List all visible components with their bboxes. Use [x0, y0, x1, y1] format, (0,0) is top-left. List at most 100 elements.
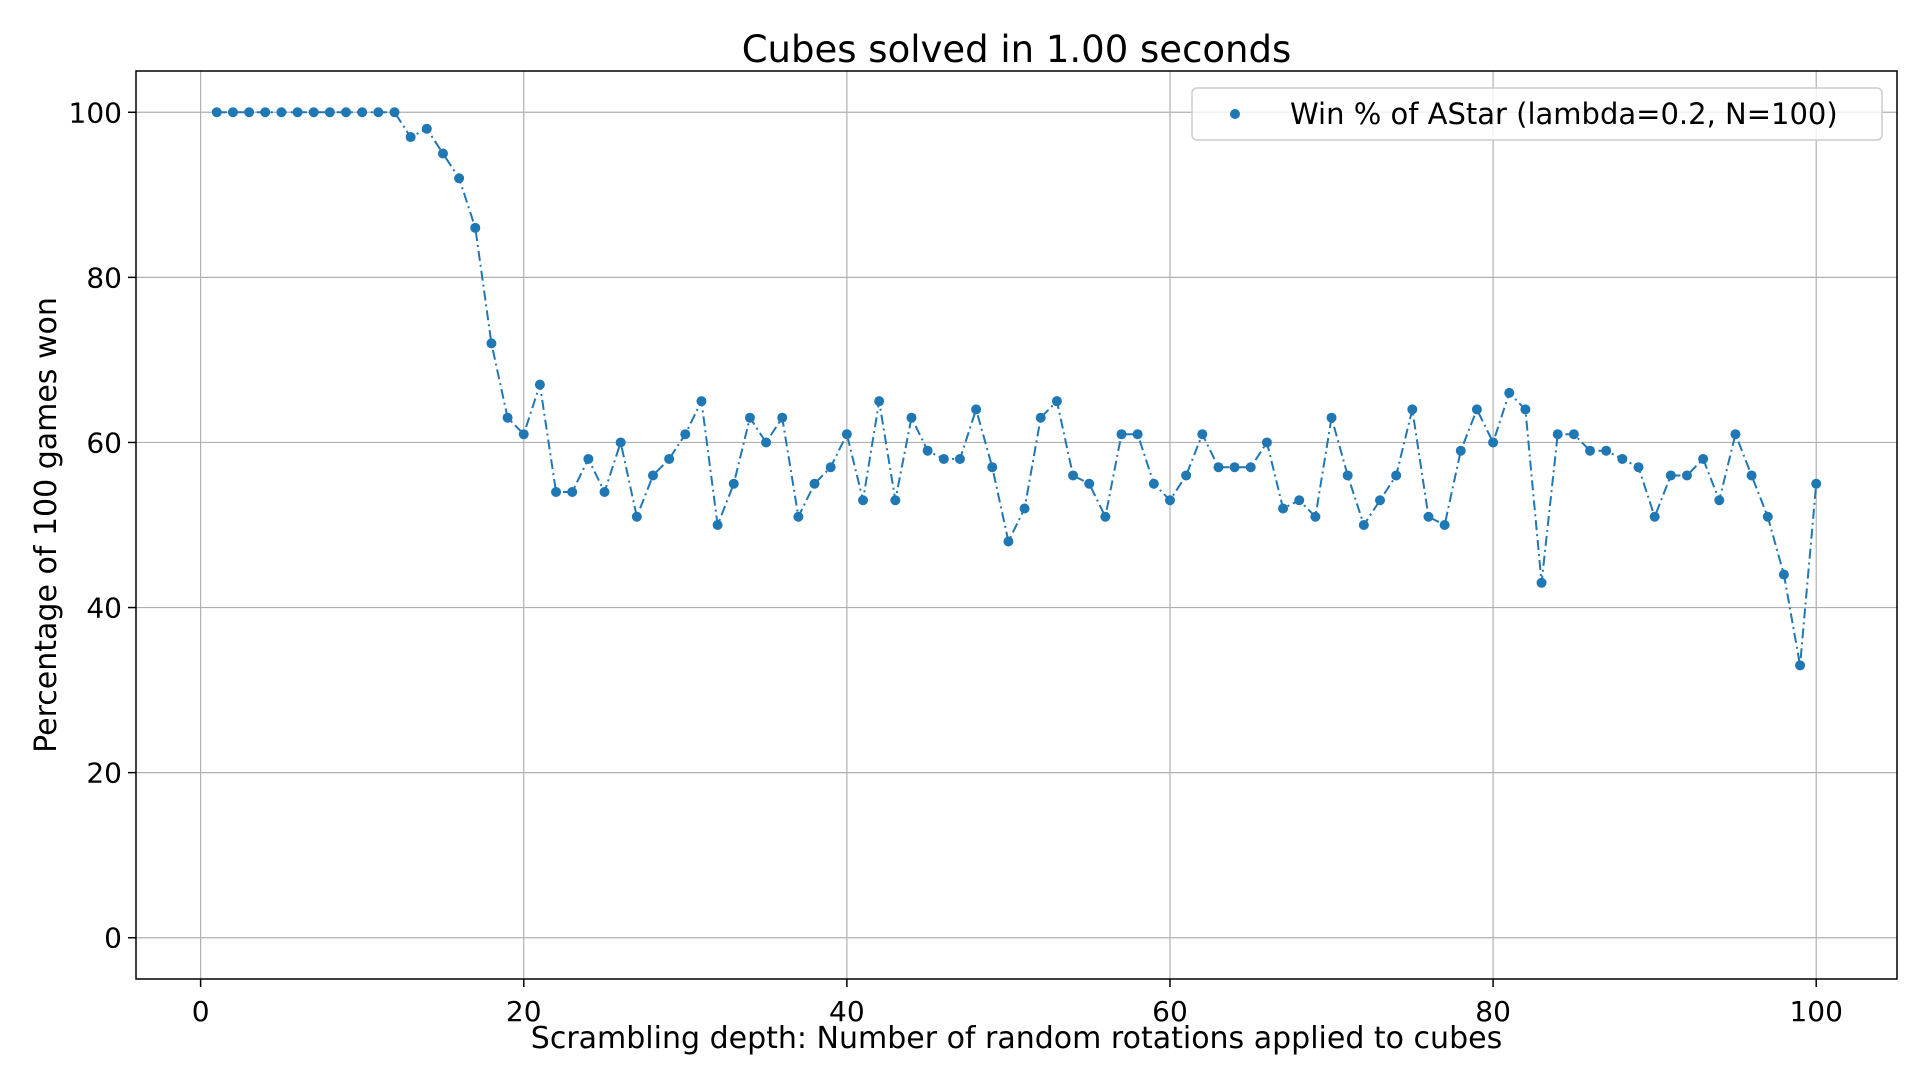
data-point — [1326, 412, 1337, 423]
data-point — [1746, 470, 1757, 481]
data-point — [1471, 404, 1482, 415]
data-point — [1730, 429, 1741, 440]
data-point — [1100, 511, 1111, 522]
data-point — [1068, 470, 1079, 481]
data-point — [1601, 445, 1612, 456]
data-point — [647, 470, 658, 481]
data-point — [1778, 569, 1789, 580]
data-point — [809, 478, 820, 489]
data-point — [1197, 429, 1208, 440]
y-tick-label: 40 — [86, 592, 122, 625]
data-point — [373, 107, 384, 118]
data-point — [1455, 445, 1466, 456]
data-point — [518, 429, 529, 440]
data-point — [486, 338, 497, 349]
data-point — [890, 495, 901, 506]
data-point — [260, 107, 271, 118]
data-point — [1423, 511, 1434, 522]
data-point — [1342, 470, 1353, 481]
x-tick-label: 60 — [1152, 995, 1188, 1028]
data-point — [341, 107, 352, 118]
data-point — [454, 173, 465, 184]
data-point — [777, 412, 788, 423]
x-axis-ticks: 0 20 40 60 80 100 — [192, 979, 1843, 1028]
data-point — [825, 462, 836, 473]
data-point — [211, 107, 222, 118]
data-point — [583, 453, 594, 464]
data-point — [1439, 520, 1450, 530]
data-point — [405, 132, 416, 143]
data-point — [1762, 511, 1773, 522]
data-point — [276, 107, 287, 118]
data-point — [938, 453, 949, 464]
data-point — [1585, 445, 1596, 456]
data-point — [1552, 429, 1563, 440]
data-point — [906, 412, 917, 423]
data-point — [841, 429, 852, 440]
x-tick-label: 40 — [829, 995, 865, 1028]
data-point — [1375, 495, 1386, 506]
legend: Win % of AStar (lambda=0.2, N=100) — [1191, 87, 1883, 141]
series-line — [216, 111, 1818, 666]
x-axis-label: Scrambling depth: Number of random rotat… — [531, 1021, 1502, 1056]
data-point — [599, 486, 610, 497]
data-point — [357, 107, 368, 118]
data-point — [534, 379, 545, 390]
data-point — [1261, 437, 1272, 448]
data-point — [1132, 429, 1143, 440]
data-point — [922, 445, 933, 456]
data-point — [1681, 470, 1692, 481]
data-point — [567, 486, 578, 497]
data-point — [1665, 470, 1676, 481]
data-point — [292, 107, 303, 118]
data-point — [793, 511, 804, 522]
data-point — [1536, 577, 1547, 588]
grid — [136, 71, 1897, 979]
data-point — [437, 148, 448, 159]
data-point — [308, 107, 319, 118]
data-point — [1633, 462, 1644, 473]
x-tick-label: 0 — [192, 995, 210, 1028]
data-point — [954, 453, 965, 464]
data-point — [1504, 387, 1515, 398]
data-point — [1051, 396, 1062, 407]
x-tick-label: 80 — [1475, 995, 1511, 1028]
x-tick-label: 20 — [506, 995, 542, 1028]
data-point — [1358, 520, 1369, 530]
legend-marker-icon — [1230, 109, 1240, 119]
data-point — [1278, 503, 1289, 514]
data-point — [1617, 453, 1628, 464]
data-point — [744, 412, 755, 423]
data-point — [324, 107, 335, 118]
x-tick-label: 100 — [1789, 995, 1842, 1028]
data-point — [1714, 495, 1725, 506]
data-point — [1035, 412, 1046, 423]
data-point — [1019, 503, 1030, 514]
data-point — [1488, 437, 1499, 448]
chart-title: Cubes solved in 1.00 seconds — [742, 28, 1292, 71]
data-point — [1698, 453, 1709, 464]
data-point — [712, 520, 723, 530]
y-tick-label: 80 — [86, 261, 122, 294]
y-axis-label: Percentage of 100 games won — [29, 297, 64, 753]
data-point — [696, 396, 707, 407]
data-point — [1229, 462, 1240, 473]
data-point — [389, 107, 400, 118]
data-point — [664, 453, 675, 464]
data-point — [631, 511, 642, 522]
data-point — [1811, 478, 1822, 489]
data-point — [874, 396, 885, 407]
data-point — [1181, 470, 1192, 481]
data-point — [421, 123, 432, 134]
data-point — [1294, 495, 1305, 506]
legend-box — [1191, 87, 1883, 141]
data-point — [1391, 470, 1402, 481]
data-point — [1116, 429, 1127, 440]
y-tick-label: 0 — [104, 922, 122, 955]
data-point — [1164, 495, 1175, 506]
plot-area-frame — [135, 70, 1898, 980]
data-point — [680, 429, 691, 440]
y-tick-label: 100 — [69, 96, 122, 129]
